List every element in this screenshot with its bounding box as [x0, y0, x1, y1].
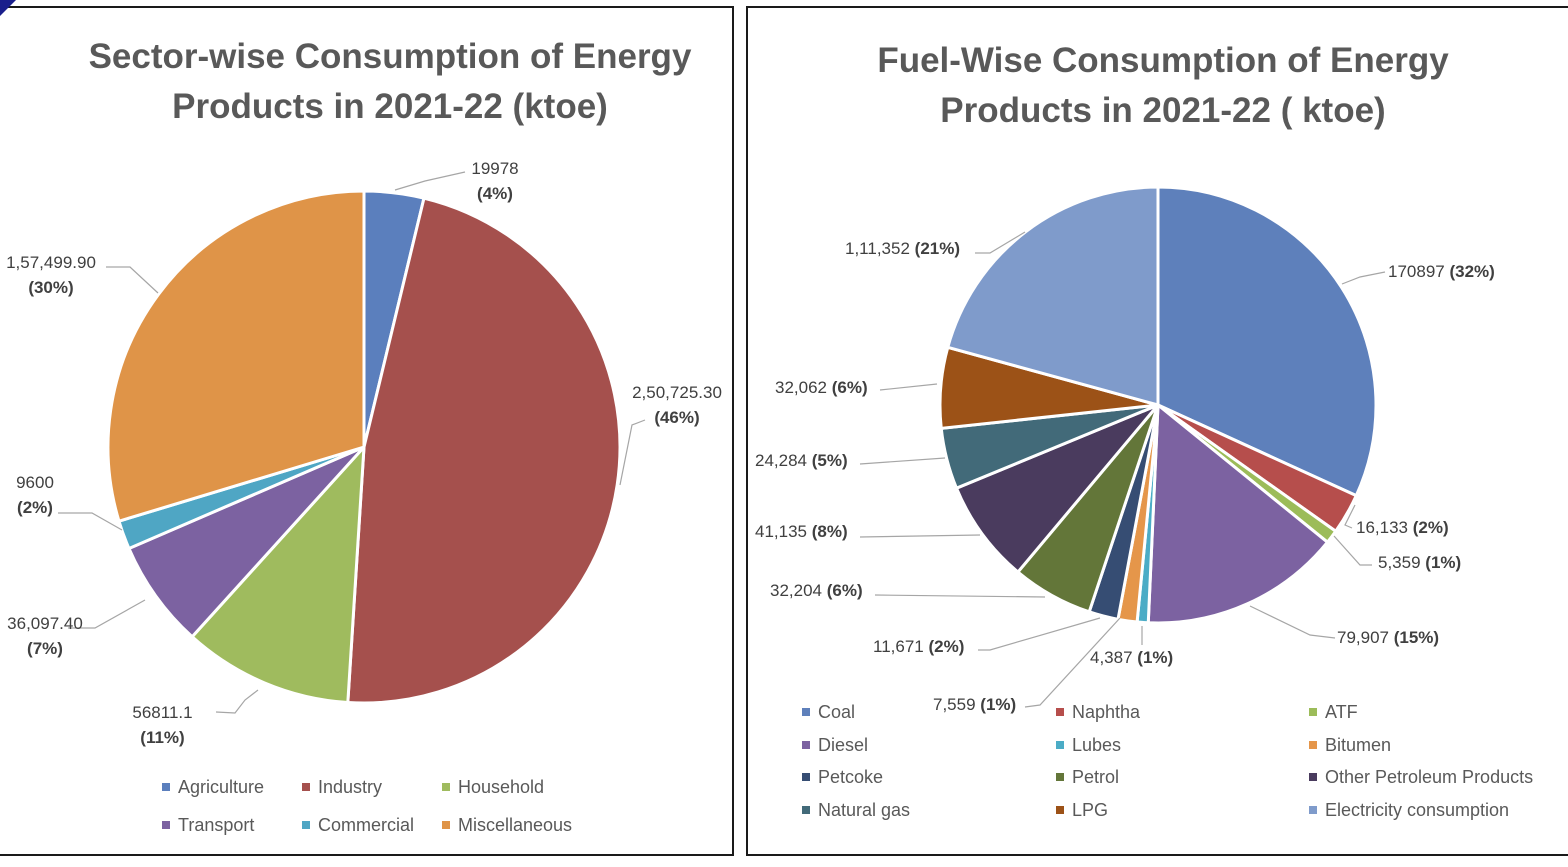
- data-label-household: 56811.1 (11%): [132, 703, 193, 747]
- legend-swatch: [1309, 773, 1317, 781]
- legend-label: Petrol: [1072, 767, 1120, 787]
- legend-item-industry: Industry: [302, 777, 382, 798]
- data-label-coal: 170897 (32%): [1388, 262, 1495, 281]
- chart-title: Fuel-Wise Consumption of Energy Products…: [877, 41, 1449, 130]
- data-label-diesel: 79,907 (15%): [1337, 628, 1440, 647]
- legend-item-miscellaneous: Miscellaneous: [442, 815, 572, 836]
- legend-swatch: [1056, 708, 1064, 716]
- legend-item-commercial: Commercial: [302, 815, 414, 836]
- legend-label: Electricity consumption: [1325, 800, 1510, 820]
- window-corner-marker: [0, 0, 16, 16]
- legend-swatch: [1056, 741, 1064, 749]
- legend-label: Transport: [178, 815, 255, 835]
- legend-swatch: [1056, 806, 1064, 814]
- legend-item-naphtha: Naphtha: [1056, 702, 1140, 723]
- data-label-commercial: 9600 (2%): [16, 473, 54, 517]
- legend-label: Naphtha: [1072, 702, 1141, 722]
- legend-item-bitumen: Bitumen: [1309, 735, 1391, 756]
- legend-swatch: [162, 783, 170, 791]
- pie-slice-miscellaneous: [106, 189, 366, 524]
- data-label-transport: 36,097.40 (7%): [7, 614, 83, 658]
- legend-label: Commercial: [318, 815, 415, 835]
- data-label-natural-gas: 24,284 (5%): [755, 451, 848, 470]
- data-label-atf: 5,359 (1%): [1378, 553, 1462, 572]
- legend-swatch: [802, 806, 810, 814]
- legend-swatch: [1309, 806, 1317, 814]
- legend-swatch: [442, 783, 450, 791]
- legend-item-diesel: Diesel: [802, 735, 868, 756]
- legend-swatch: [162, 821, 170, 829]
- data-label-miscellaneous: 1,57,499.90 (30%): [6, 253, 96, 297]
- pie-slice-other-petroleum-products: [954, 403, 1160, 575]
- pie-slice-industry: [346, 196, 622, 705]
- legend-label: ATF: [1325, 702, 1358, 722]
- leader-lines: [58, 171, 1386, 714]
- legend-item-household: Household: [442, 777, 544, 798]
- data-label-lpg: 32,062 (6%): [775, 378, 868, 397]
- legend-item-lpg: LPG: [1056, 800, 1108, 821]
- data-label-naphtha: 16,133 (2%): [1356, 518, 1449, 537]
- legend-swatch: [302, 821, 310, 829]
- legend-swatch: [1056, 773, 1064, 781]
- legend-item-natural-gas: Natural gas: [802, 800, 910, 821]
- legend-label: Household: [458, 777, 545, 797]
- legend-label: Miscellaneous: [458, 815, 573, 835]
- chart-title: Sector-wise Consumption of Energy Produc…: [88, 37, 692, 126]
- pie-slice-transport: [126, 445, 366, 639]
- legend-label: Industry: [318, 777, 383, 797]
- legend-label: Coal: [818, 702, 856, 722]
- legend-item-petcoke: Petcoke: [802, 767, 883, 788]
- legend-swatch: [1309, 708, 1317, 716]
- legend-swatch: [302, 783, 310, 791]
- legend-label: Agriculture: [178, 777, 265, 797]
- legend-label: Other Petroleum Products: [1325, 767, 1534, 787]
- legend-item-lubes: Lubes: [1056, 735, 1121, 756]
- data-label-agriculture: 19978 (4%): [471, 159, 519, 203]
- pie-slice-coal: [1156, 185, 1378, 498]
- legend-label: Bitumen: [1325, 735, 1392, 755]
- legend-label: Natural gas: [818, 800, 911, 820]
- legend-item-atf: ATF: [1309, 702, 1358, 723]
- legend-item-electricity-consumption: Electricity consumption: [1309, 800, 1509, 821]
- legend-item-agriculture: Agriculture: [162, 777, 264, 798]
- legend-swatch: [802, 708, 810, 716]
- legend-swatch: [442, 821, 450, 829]
- data-label-lubes: 4,387 (1%): [1090, 648, 1174, 667]
- data-label-other-petroleum: 41,135 (8%): [755, 522, 848, 541]
- legend-swatch: [1309, 741, 1317, 749]
- legend-item-petrol: Petrol: [1056, 767, 1119, 788]
- data-label-petrol: 32,204 (6%): [770, 581, 863, 600]
- data-label-bitumen: 7,559 (1%): [933, 695, 1017, 714]
- legend-item-transport: Transport: [162, 815, 254, 836]
- legend-label: LPG: [1072, 800, 1109, 820]
- legend-label: Petcoke: [818, 767, 884, 787]
- pie-slice-household: [190, 442, 366, 705]
- pie-slice-diesel: [1146, 401, 1330, 625]
- legend-item-other-petroleum-products: Other Petroleum Products: [1309, 767, 1533, 788]
- legend-label: Lubes: [1072, 735, 1122, 755]
- legend-swatch: [802, 741, 810, 749]
- legend-label: Diesel: [818, 735, 869, 755]
- data-label-industry: 2,50,725.30 (46%): [632, 383, 722, 427]
- legend-swatch: [802, 773, 810, 781]
- data-label-petcoke: 11,671 (2%): [873, 637, 965, 656]
- data-label-electricity: 1,11,352 (21%): [845, 239, 961, 258]
- pie-slice-electricity-consumption: [945, 185, 1160, 407]
- legend-item-coal: Coal: [802, 702, 855, 723]
